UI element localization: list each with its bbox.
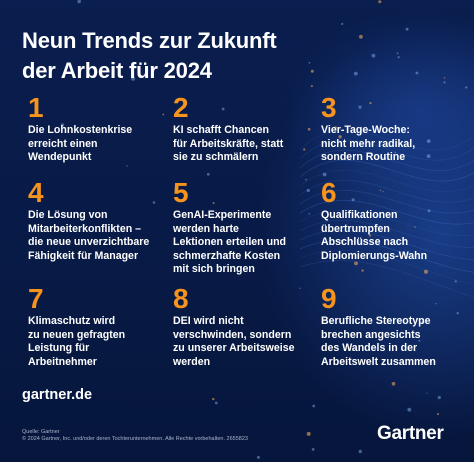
copyright-note: © 2024 Gartner, Inc. und/oder deren Toch… <box>22 436 248 442</box>
decorative-light-dot <box>341 22 344 25</box>
decorative-light-dot <box>212 397 215 401</box>
trend-text: Die Lohnkostenkrise erreicht einen Wende… <box>28 124 133 164</box>
decorative-light-dot <box>256 455 260 459</box>
trend-4: 4 Die Lösung von Mitarbeiterkonflikten –… <box>28 179 180 263</box>
page-title: Neun Trends zur Zukunft der Arbeit für 2… <box>22 26 277 86</box>
trend-9: 9 Berufliche Stereotype brechen angesich… <box>321 285 473 369</box>
decorative-light-dot <box>426 392 428 394</box>
trend-2: 2 KI schafft Chancen für Arbeitskräfte, … <box>173 94 325 165</box>
trend-3: 3 Vier-Tage-Woche: nicht mehr radikal, s… <box>321 94 473 165</box>
trend-number: 4 <box>28 177 44 208</box>
decorative-light-dot <box>424 269 428 274</box>
decorative-light-dot <box>405 27 409 31</box>
trend-text: Vier-Tage-Woche: nicht mehr radikal, son… <box>321 124 416 164</box>
trend-text: Die Lösung von Mitarbeiterkonflikten – d… <box>28 209 150 262</box>
decorative-light-dot <box>378 0 382 4</box>
decorative-light-dot <box>371 53 376 58</box>
decorative-light-dot <box>322 172 327 177</box>
decorative-light-dot <box>126 165 128 167</box>
decorative-light-dot <box>443 81 446 84</box>
decorative-light-dot <box>437 413 439 416</box>
decorative-light-dot <box>358 449 362 454</box>
decorative-light-dot <box>77 0 81 4</box>
trend-number: 1 <box>28 92 44 123</box>
decorative-light-dot <box>311 448 315 451</box>
decorative-light-dot <box>397 56 400 59</box>
decorative-light-dot <box>310 69 314 73</box>
trend-7: 7 Klimaschutz wird zu neuen gefragten Le… <box>28 285 180 369</box>
title-line-1: Neun Trends zur Zukunft <box>22 28 277 53</box>
decorative-light-dot <box>391 382 396 386</box>
trend-text: Qualifikationen übertrumpfen Abschlüsse … <box>321 209 428 262</box>
decorative-light-dot <box>206 172 210 176</box>
decorative-light-dot <box>361 269 364 272</box>
trend-8: 8 DEI wird nicht verschwinden, sondern z… <box>173 285 325 369</box>
trend-number: 3 <box>321 92 337 123</box>
trend-number: 7 <box>28 283 44 314</box>
decorative-light-dot <box>310 85 313 88</box>
decorative-light-dot <box>437 395 441 400</box>
trend-text: Klimaschutz wird zu neuen gefragten Leis… <box>28 315 126 368</box>
decorative-light-dot <box>312 404 316 408</box>
decorative-light-dot <box>353 71 358 76</box>
trend-text: Berufliche Stereotype brechen angesichts… <box>321 315 436 368</box>
decorative-light-dot <box>359 34 363 39</box>
trend-6: 6 Qualifikationen übertrumpfen Abschlüss… <box>321 179 473 263</box>
trend-number: 5 <box>173 177 189 208</box>
decorative-light-dot <box>407 407 412 412</box>
trend-5: 5 GenAI-Experimente werden harte Lektion… <box>173 179 325 277</box>
trend-number: 9 <box>321 283 337 314</box>
trend-number: 6 <box>321 177 337 208</box>
website-link[interactable]: gartner.de <box>22 387 93 403</box>
decorative-light-dot <box>454 280 457 283</box>
trend-number: 2 <box>173 92 189 123</box>
title-line-2: der Arbeit für 2024 <box>22 58 212 83</box>
trend-text: GenAI-Experimente werden harte Lektionen… <box>173 209 287 276</box>
decorative-light-dot <box>415 71 419 75</box>
decorative-light-dot <box>396 52 399 55</box>
decorative-light-dot <box>214 401 218 405</box>
decorative-light-dot <box>465 86 468 89</box>
trend-1: 1 Die Lohnkostenkrise erreicht einen Wen… <box>28 94 180 165</box>
decorative-light-dot <box>306 431 311 436</box>
source-note: Quelle: Gartner <box>22 429 60 435</box>
trend-text: DEI wird nicht verschwinden, sondern zu … <box>173 315 295 368</box>
decorative-light-dot <box>308 61 311 64</box>
trend-number: 8 <box>173 283 189 314</box>
gartner-logo: Gartner <box>377 423 444 444</box>
trend-text: KI schafft Chancen für Arbeitskräfte, st… <box>173 124 284 164</box>
decorative-light-dot <box>443 77 446 79</box>
